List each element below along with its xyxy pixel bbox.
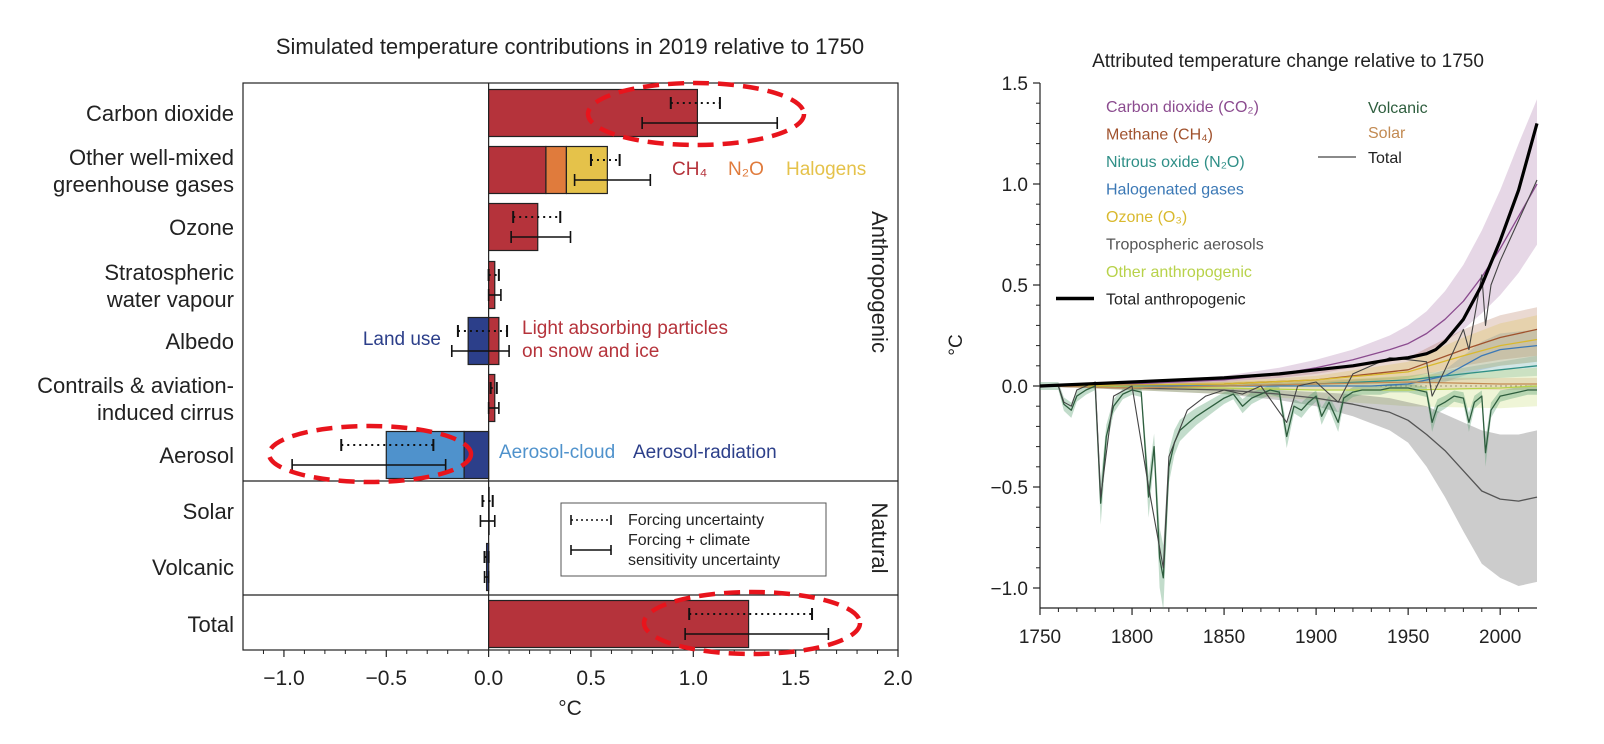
legend-label: Halogenated gases [1106,182,1244,199]
x-tick-label: −1.0 [263,667,304,690]
uncertainty-band [1040,367,1537,409]
uncertainty-band [1040,315,1537,386]
x-tick-label: 1850 [1203,627,1245,648]
x-tick-label: 0.5 [576,667,605,690]
uncertainty-band [1040,377,1537,390]
legend-label: Solar [1368,125,1406,142]
bar-segment [485,542,490,592]
bar-segment [488,88,699,138]
x-tick-label: 1950 [1387,627,1429,648]
uncertainty-band [1040,329,1537,386]
series-line [1039,385,1538,502]
volcanic-band [1040,382,1537,610]
legend-label: Carbon dioxide (CO₂) [1106,99,1259,116]
category-label: induced cirrus [97,400,234,425]
category-label: Stratospheric [104,260,234,285]
uncertainty-band [1040,99,1537,386]
series-line [1039,122,1539,388]
annotation-aerosol-radiation: Aerosol-radiation [633,442,777,463]
legend-label: Other anthropogenic [1106,264,1252,281]
x-tick-label: −0.5 [366,667,407,690]
category-label: Ozone [169,215,234,240]
category-label: Aerosol [159,443,234,468]
highlight-ellipse-aerosol [266,423,474,485]
legend-forcing-label: Forcing uncertainty [628,512,764,529]
highlight-ellipse-total [641,589,863,657]
series-line [1039,338,1538,387]
annotation-halogens: Halogens [786,159,866,180]
bar-segment [488,202,539,252]
annotation-ch4: CH₄ [672,159,707,180]
category-label: Volcanic [152,555,234,580]
x-tick-label: 1750 [1019,627,1061,648]
annotation-aerosol-cloud: Aerosol-cloud [499,442,615,463]
x-tick-label: 1800 [1111,627,1153,648]
y-tick-label: 1.0 [1002,175,1028,196]
category-label: Contrails & aviation- [37,373,234,398]
series-line [1039,183,1538,387]
legend-label: Nitrous oxide (N₂O) [1106,154,1245,171]
annotation-light-absorbing: Light absorbing particles [522,318,728,339]
category-label: Carbon dioxide [86,101,234,126]
x-tick-label: 2.0 [883,667,912,690]
legend-label: Tropospheric aerosols [1106,237,1264,254]
series-line [1039,328,1538,387]
bar-segment [488,599,750,649]
annotation-n2o: N₂O [728,159,764,180]
series-line [1040,344,1538,387]
bar-segment [467,316,490,366]
y-axis-label: °C [946,334,967,355]
category-label: Other well-mixed [69,145,234,170]
uncertainty-legend-box [560,502,827,577]
group-label-natural: Natural [867,503,892,574]
temperature-contributions-chart: Simulated temperature contributions in 2… [37,34,912,720]
bar-segment [545,145,568,195]
bar-segment [488,145,547,195]
legend-label: Total anthropogenic [1106,292,1246,309]
right-chart-title: Attributed temperature change relative t… [1092,51,1484,72]
category-label: Albedo [165,329,234,354]
annotation-land-use: Land use [363,329,441,350]
category-label: water vapour [106,287,234,312]
series-line [1040,179,1538,569]
bar-segment [565,145,608,195]
series-line [1040,365,1538,387]
y-tick-label: −1.0 [990,579,1028,600]
x-tick-label: 2000 [1479,627,1521,648]
bar-segment [488,486,490,536]
y-tick-label: −0.5 [990,478,1028,499]
bar-segment [488,260,496,310]
uncertainty-band [1040,386,1537,586]
y-tick-label: 1.5 [1002,74,1028,95]
series-line [1040,385,1537,579]
x-tick-label: 1.0 [679,667,708,690]
legend-label: Total [1368,150,1402,167]
x-axis-label: °C [558,697,582,720]
uncertainty-band [1040,307,1537,386]
x-tick-label: 0.0 [474,667,503,690]
category-label: Total [188,612,234,637]
x-tick-label: 1.5 [781,667,810,690]
series-line [1039,381,1537,389]
y-tick-label: 0.0 [1002,377,1028,398]
legend-label: Methane (CH₄) [1106,127,1213,144]
legend-total-label-1: Forcing + climate [628,532,750,549]
legend-label: Volcanic [1368,100,1428,117]
legend-label: Ozone (O₃) [1106,209,1187,226]
bar-segment [463,430,490,480]
highlight-ellipse-carbon-dioxide [585,80,807,148]
y-tick-label: 0.5 [1002,276,1028,297]
series-line [1039,385,1538,391]
legend-total-label-2: sensitivity uncertainty [628,552,780,569]
category-label: Solar [183,499,234,524]
uncertainty-band [1040,355,1537,386]
bar-segment [488,373,496,423]
group-label-anthropogenic: Anthropogenic [867,211,892,353]
annotation-snow-ice: on snow and ice [522,341,659,362]
bar-segment [488,316,500,366]
left-chart-title: Simulated temperature contributions in 2… [276,34,864,59]
x-tick-label: 1900 [1295,627,1337,648]
category-label: greenhouse gases [53,172,234,197]
